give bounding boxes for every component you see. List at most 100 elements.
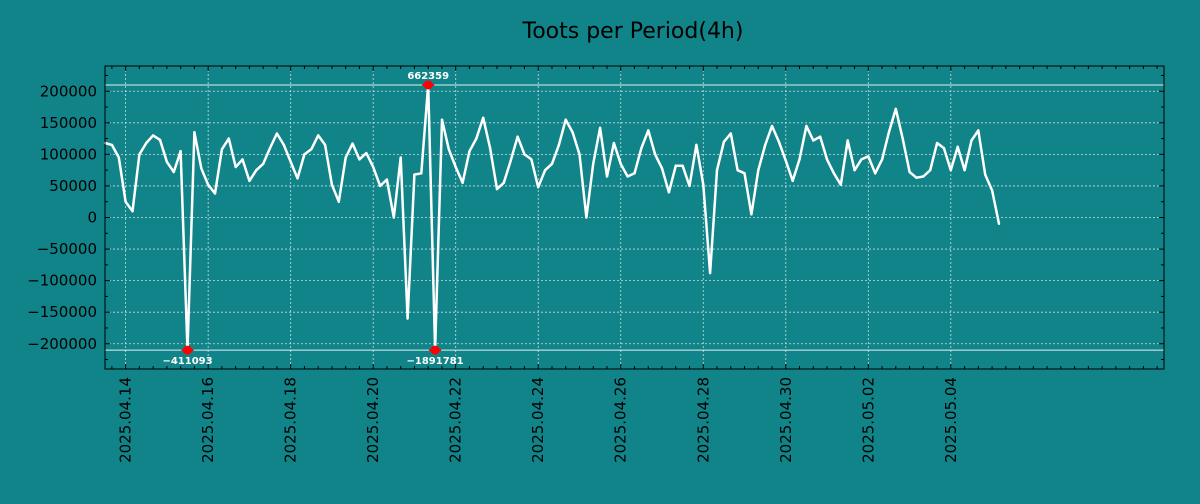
data-point [901,137,904,140]
data-point [832,172,836,175]
data-point [117,156,120,159]
grid-lines [105,66,1164,369]
data-point [227,137,230,140]
data-point [956,145,959,148]
data-point [420,172,423,175]
data-point [385,178,389,181]
data-point [358,158,361,161]
data-point [337,200,341,203]
outlier-label: −1891781 [407,356,464,367]
data-point [708,271,712,275]
data-point [475,137,478,140]
data-point [915,176,918,179]
data-point [447,148,451,151]
annotations-group: −411093 662359 −1891781 [162,71,463,367]
data-point [757,168,760,172]
data-point [406,317,409,320]
data-point [791,179,794,183]
data-point [715,168,719,172]
data-point [537,186,540,189]
data-point [825,158,829,161]
data-point [248,179,251,183]
data-point [935,141,939,145]
data-point [853,168,856,172]
data-point [846,139,849,142]
x-tick-label: 2025.04.24 [529,377,547,463]
data-point [165,160,169,164]
data-point [908,170,911,174]
x-tick-label: 2025.04.26 [612,377,630,463]
y-tick-label: −200000 [27,335,97,353]
data-point [729,132,732,135]
data-point [667,191,671,194]
data-point [282,143,285,147]
data-point [647,129,650,132]
data-point [151,134,155,137]
data-point [750,213,753,216]
data-point [695,143,698,147]
x-tick-label: 2025.04.28 [694,377,712,463]
y-axis: 200000 150000 100000 50000 0 −50000 −100000 −15… [27,74,1164,361]
data-point [688,184,691,188]
data-point [777,140,781,143]
data-point [722,140,726,143]
data-point [860,158,863,161]
data-point [605,175,609,178]
data-point [330,183,334,186]
data-point [213,192,217,195]
y-tick-label: −100000 [27,272,97,290]
y-tick-label: 50000 [49,177,97,195]
data-point [550,162,554,166]
data-point [234,165,237,169]
data-point [997,222,1001,226]
data-point [922,175,925,178]
x-tick-label: 2025.04.30 [777,377,795,463]
series-line [104,83,1001,352]
x-tick-label: 2025.04.14 [117,377,135,463]
data-point [867,155,870,158]
data-point [310,148,313,151]
data-point [942,146,946,150]
data-point [977,129,980,132]
markers-group [181,80,442,355]
data-point [619,162,622,166]
data-point [612,141,616,145]
data-point [770,124,774,128]
data-point [399,156,402,159]
y-tick-label: −50000 [37,240,97,258]
data-point [440,118,444,121]
data-point [378,184,382,188]
data-point [365,151,368,155]
y-tick-label: 0 [87,209,97,227]
data-point [200,167,203,170]
data-point [488,146,492,150]
data-point [949,168,953,172]
x-tick-label: 2025.04.22 [447,377,465,463]
data-point [894,107,898,111]
data-point [633,172,636,175]
data-point [963,168,966,172]
x-tick-label: 2025.05.02 [859,377,877,463]
data-point [598,126,602,130]
data-point [674,164,677,167]
data-point [344,156,347,159]
x-tick-label: 2025.05.04 [942,377,960,463]
data-point [351,142,354,145]
data-point [482,116,485,119]
data-point [626,175,629,178]
data-point [303,153,306,156]
data-point [805,124,808,128]
x-tick-label: 2025.04.18 [282,377,300,463]
data-point [516,135,519,138]
data-point [839,183,842,186]
data-point [763,143,767,147]
data-point [468,150,471,153]
y-tick-label: −150000 [27,303,97,321]
data-point [371,165,375,169]
x-tick-label: 2025.04.16 [199,377,217,463]
data-point [296,177,299,180]
data-point [241,158,244,161]
data-point [392,216,396,219]
data-point [461,181,464,184]
